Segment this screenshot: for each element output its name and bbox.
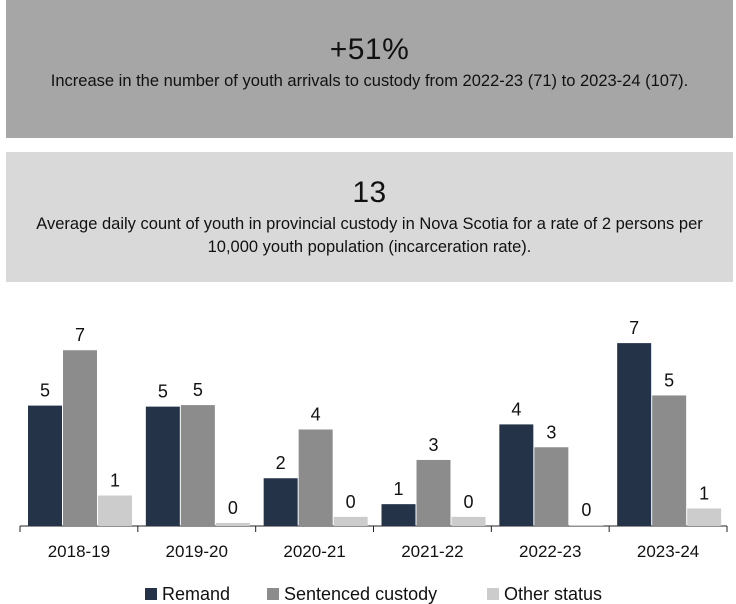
bar-value-label: 5 bbox=[40, 381, 50, 401]
category-label: 2019-20 bbox=[166, 542, 228, 561]
arrivals-stat-box: +51% Increase in the number of youth arr… bbox=[6, 0, 733, 138]
bar-sentenced-custody bbox=[534, 447, 569, 526]
arrivals-stat-value: +51% bbox=[329, 33, 410, 66]
bar-other-status bbox=[687, 508, 722, 526]
bar-sentenced-custody bbox=[63, 350, 97, 526]
bar-value-label: 3 bbox=[546, 422, 556, 442]
bar-value-label: 7 bbox=[75, 325, 85, 345]
category-label: 2021-22 bbox=[401, 542, 463, 561]
bar-sentenced-custody bbox=[416, 459, 451, 526]
bar-value-label: 5 bbox=[193, 380, 203, 400]
category-label: 2023-24 bbox=[637, 542, 699, 561]
bar-value-label: 0 bbox=[463, 492, 473, 512]
category-label: 2018-19 bbox=[48, 542, 110, 561]
bar-value-label: 7 bbox=[629, 318, 639, 338]
bar-value-label: 0 bbox=[228, 498, 238, 518]
bar-value-label: 5 bbox=[664, 370, 674, 390]
bar-remand bbox=[263, 478, 298, 526]
legend-swatch bbox=[487, 588, 499, 600]
legend-swatch bbox=[267, 588, 279, 600]
legend-swatch bbox=[145, 588, 157, 600]
bar-other-status bbox=[98, 495, 132, 526]
legend-label: Remand bbox=[162, 584, 230, 604]
bar-value-label: 4 bbox=[511, 399, 521, 419]
bar-other-status bbox=[569, 524, 604, 526]
bar-value-label: 0 bbox=[581, 500, 591, 520]
bar-value-label: 1 bbox=[393, 479, 403, 499]
custody-bar-chart: 5 7 1 2018-19 5 5 0 2019-20 2 4 0 2020-21 1 3 0 2021-22… bbox=[19, 318, 728, 604]
daily-count-stat-box: 13 Average daily count of youth in provi… bbox=[6, 152, 733, 282]
category-label: 2020-21 bbox=[283, 542, 345, 561]
bar-other-status bbox=[451, 516, 486, 526]
bar-value-label: 1 bbox=[699, 483, 709, 503]
bar-value-label: 2 bbox=[276, 453, 286, 473]
legend-label: Sentenced custody bbox=[284, 584, 437, 604]
bar-value-label: 3 bbox=[428, 435, 438, 455]
category-label: 2022-23 bbox=[519, 542, 581, 561]
bar-sentenced-custody bbox=[180, 405, 215, 526]
bar-remand bbox=[145, 406, 180, 526]
bar-value-label: 1 bbox=[110, 471, 120, 491]
bar-sentenced-custody bbox=[298, 429, 333, 526]
bar-value-label: 0 bbox=[346, 492, 356, 512]
arrivals-stat-description: Increase in the number of youth arrivals… bbox=[50, 72, 689, 90]
bar-value-label: 4 bbox=[311, 404, 321, 424]
bar-remand bbox=[381, 504, 416, 526]
bar-other-status bbox=[333, 516, 368, 526]
bar-remand bbox=[499, 424, 534, 526]
bar-remand bbox=[617, 343, 652, 526]
bar-remand bbox=[28, 405, 62, 526]
legend-label: Other status bbox=[504, 584, 602, 604]
bar-other-status bbox=[215, 522, 250, 526]
daily-count-stat-value: 13 bbox=[352, 176, 387, 209]
bar-sentenced-custody bbox=[652, 395, 687, 526]
daily-count-stat-description: Average daily count of youth in provinci… bbox=[36, 215, 703, 256]
bar-value-label: 5 bbox=[158, 382, 168, 402]
